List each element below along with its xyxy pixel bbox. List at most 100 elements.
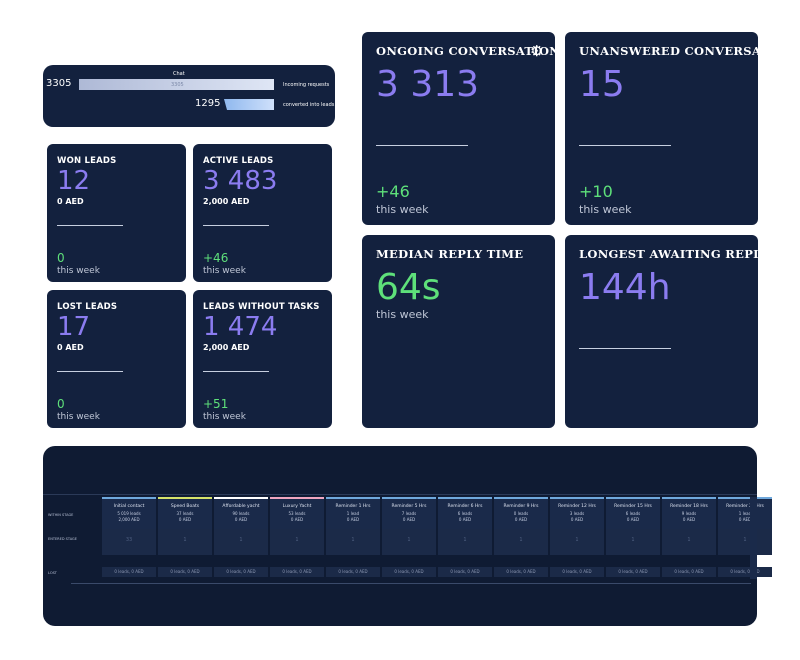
stage-header[interactable]: Initial contact 5 019 leads 2,000 AED (102, 497, 156, 529)
stage-amount: 2,000 AED (118, 517, 140, 522)
stage-leads-count: 0 leads (513, 511, 529, 516)
ongoing-conversations-delta: +46 (376, 182, 410, 201)
active-leads-delta: +46 (203, 251, 229, 265)
lost-leads-amount: 0 AED (57, 343, 84, 352)
stage-entered-cell: 1 (662, 529, 716, 555)
stage-entered-cell: 1 (214, 529, 268, 555)
unanswered-conversations-value: 15 (579, 64, 625, 105)
stage-header[interactable]: Reminder 5 Hrs 7 leads 0 AED (382, 497, 436, 529)
pipeline-stage[interactable]: Reminder 9 Hrs 0 leads 0 AED 1 0 leads, 0 AE… (494, 497, 548, 579)
pipeline-stage[interactable]: Reminder 18 Hrs 9 leads 0 AED 1 0 leads, 0 A… (662, 497, 716, 579)
pipeline-stage[interactable]: Reminder 15 Hrs 6 leads 0 AED 1 0 leads, 0 A… (606, 497, 660, 579)
incoming-requests-count: 3305 (46, 78, 72, 89)
stage-amount: 0 AED (290, 517, 304, 522)
gear-icon[interactable]: ⚙ (530, 42, 544, 60)
pipeline-stage[interactable]: Reminder 6 Hrs 6 leads 0 AED 1 0 leads, 0 AE… (438, 497, 492, 579)
row-label-lost: LOST (48, 571, 57, 575)
stage-name: Reminder 12 Hrs (558, 504, 596, 509)
lost-leads-card[interactable]: LOST LEADS 17 0 AED 0 this week (47, 290, 186, 428)
stage-lost-value: 0 leads, 0 AED (394, 569, 424, 574)
stage-header[interactable]: Luxury Yacht 53 leads 0 AED (270, 497, 324, 529)
unanswered-conversations-divider (579, 145, 671, 146)
stage-amount: 0 AED (458, 517, 472, 522)
stage-name: Reminder 18 Hrs (670, 504, 708, 509)
pipeline-stage[interactable]: Reminder 12 Hrs 3 leads 0 AED 1 0 leads, 0 A… (550, 497, 604, 579)
active-leads-card[interactable]: ACTIVE LEADS 3 483 2,000 AED +46 this we… (193, 144, 332, 282)
stage-entered-cell: 1 (494, 529, 548, 555)
leads-without-tasks-delta: +51 (203, 397, 229, 411)
lost-leads-value: 17 (57, 312, 91, 342)
stage-entered-cell: 1 (438, 529, 492, 555)
stage-header[interactable]: Speed Boats 37 leads 0 AED (158, 497, 212, 529)
stage-header[interactable]: Reminder 1 Hrs 1 lead 0 AED (326, 497, 380, 529)
stage-leads-count: 1 lead (346, 511, 360, 516)
chat-funnel-widget: Chat 3305 3305 Incoming requests 1295 co… (43, 65, 335, 127)
longest-awaiting-reply-value: 144h (579, 267, 671, 308)
stage-name: Reminder 9 Hrs (503, 504, 539, 509)
median-reply-time-value: 64s (376, 267, 441, 308)
pipeline-stage[interactable]: Reminder 5 Hrs 7 leads 0 AED 1 0 leads, 0 AE… (382, 497, 436, 579)
stage-amount: 0 AED (234, 517, 248, 522)
ongoing-conversations-card[interactable]: ONGOING CONVERSATIONS ⚙ 3 313 +46 this w… (362, 32, 555, 225)
stage-entered-count: 1 (687, 537, 691, 543)
leads-without-tasks-card[interactable]: LEADS WITHOUT TASKS 1 474 2,000 AED +51 … (193, 290, 332, 428)
incoming-requests-bar-value: 3305 (171, 82, 184, 88)
stage-leads-count: 3 leads (569, 511, 585, 516)
stage-entered-count: 1 (351, 537, 355, 543)
stage-leads-count: 5 019 leads (117, 511, 141, 516)
stage-lost-cell: 0 leads, 0 AED (438, 567, 492, 577)
longest-awaiting-reply-title: LONGEST AWAITING REPLY (579, 247, 758, 261)
unanswered-conversations-card[interactable]: UNANSWERED CONVERSATIO 15 +10 this week (565, 32, 758, 225)
stage-lost-value: 0 leads, 0 AED (114, 569, 144, 574)
won-leads-divider (57, 225, 123, 226)
lost-leads-delta: 0 (57, 397, 65, 411)
stage-leads-count: 1 lead (738, 511, 752, 516)
stage-header[interactable]: Reminder 15 Hrs 6 leads 0 AED (606, 497, 660, 529)
pipeline-stage[interactable]: Luxury Yacht 53 leads 0 AED 1 0 leads, 0 AED (270, 497, 324, 579)
active-leads-divider (203, 225, 269, 226)
pipeline-stage[interactable]: Reminder 21 Hrs 1 lead 0 AED 1 0 leads, 0 AE… (718, 497, 772, 579)
stage-entered-count: 1 (743, 537, 747, 543)
stage-header[interactable]: Reminder 18 Hrs 9 leads 0 AED (662, 497, 716, 529)
stage-name: Luxury Yacht (282, 504, 312, 509)
stage-header[interactable]: Affordable yacht 90 leads 0 AED (214, 497, 268, 529)
stage-leads-count: 9 leads (681, 511, 697, 516)
median-reply-time-title: MEDIAN REPLY TIME (376, 247, 524, 261)
median-reply-time-period: this week (376, 308, 429, 321)
stage-name: Reminder 15 Hrs (614, 504, 652, 509)
stage-header[interactable]: Reminder 6 Hrs 6 leads 0 AED (438, 497, 492, 529)
stage-entered-count: 1 (183, 537, 187, 543)
pipeline-stage[interactable]: Speed Boats 37 leads 0 AED 1 0 leads, 0 AED (158, 497, 212, 579)
stage-amount: 0 AED (514, 517, 528, 522)
stage-amount: 0 AED (626, 517, 640, 522)
stage-amount: 0 AED (738, 517, 752, 522)
stage-entered-cell: 1 (158, 529, 212, 555)
stage-header[interactable]: Reminder 9 Hrs 0 leads 0 AED (494, 497, 548, 529)
pipeline-scrollbar[interactable] (71, 583, 751, 584)
stage-amount: 0 AED (570, 517, 584, 522)
longest-awaiting-reply-divider (579, 348, 671, 349)
longest-awaiting-reply-card[interactable]: LONGEST AWAITING REPLY 144h (565, 235, 758, 428)
active-leads-value: 3 483 (203, 166, 278, 196)
stage-lost-value: 0 leads, 0 AED (338, 569, 368, 574)
stage-name: Reminder 6 Hrs (447, 504, 483, 509)
stage-lost-cell: 0 leads, 0 AED (326, 567, 380, 577)
stage-lost-cell: 0 leads, 0 AED (606, 567, 660, 577)
stage-entered-count: 1 (631, 537, 635, 543)
stage-entered-count: 1 (295, 537, 299, 543)
ongoing-conversations-title: ONGOING CONVERSATIONS (376, 44, 555, 58)
pipeline-stage[interactable]: Initial contact 5 019 leads 2,000 AED 33 0 l… (102, 497, 156, 579)
pipeline-stage[interactable]: Reminder 1 Hrs 1 lead 0 AED 1 0 leads, 0 AED (326, 497, 380, 579)
stage-lost-value: 0 leads, 0 AED (618, 569, 648, 574)
stage-lost-cell: 0 leads, 0 AED (718, 567, 772, 577)
active-leads-title: ACTIVE LEADS (203, 156, 274, 166)
leads-without-tasks-value: 1 474 (203, 312, 278, 342)
stage-header[interactable]: Reminder 12 Hrs 3 leads 0 AED (550, 497, 604, 529)
stage-header[interactable]: Reminder 21 Hrs 1 lead 0 AED (718, 497, 772, 529)
median-reply-time-card[interactable]: MEDIAN REPLY TIME 64s this week (362, 235, 555, 428)
chat-funnel-title: Chat (173, 71, 185, 77)
won-leads-card[interactable]: WON LEADS 12 0 AED 0 this week (47, 144, 186, 282)
pipeline-stage[interactable]: Affordable yacht 90 leads 0 AED 1 0 leads, 0… (214, 497, 268, 579)
stage-amount: 0 AED (346, 517, 360, 522)
stage-lost-value: 0 leads, 0 AED (730, 569, 760, 574)
